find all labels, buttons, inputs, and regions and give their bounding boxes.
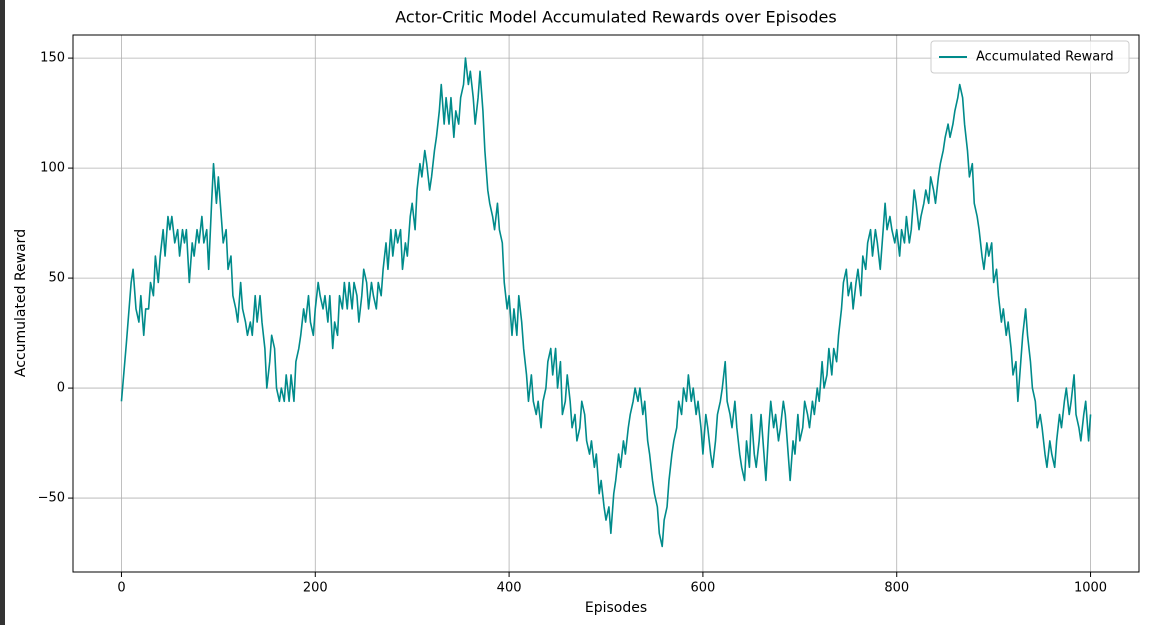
y-tick-label: 150 [40, 51, 65, 66]
x-tick-label: 200 [303, 581, 328, 596]
chart-title: Actor-Critic Model Accumulated Rewards o… [395, 8, 836, 27]
x-tick-label: 800 [884, 581, 909, 596]
y-tick-label: −50 [38, 491, 65, 506]
y-axis-label: Accumulated Reward [13, 229, 29, 377]
line-series [120, 57, 1092, 548]
window-edge [0, 0, 5, 625]
x-tick-label: 0 [117, 581, 125, 596]
legend: Accumulated Reward [930, 40, 1130, 74]
legend-box [930, 40, 1130, 74]
legend-label: Accumulated Reward [976, 50, 1114, 65]
y-tick-label: 50 [48, 271, 65, 286]
plot-frame [72, 34, 1140, 573]
x-tick-label: 400 [497, 581, 522, 596]
x-tick-label: 600 [690, 581, 715, 596]
x-axis-label: Episodes [585, 600, 647, 616]
y-tick-label: 0 [57, 381, 65, 396]
y-tick-label: 100 [40, 161, 65, 176]
x-tick-label: 1000 [1074, 581, 1107, 596]
